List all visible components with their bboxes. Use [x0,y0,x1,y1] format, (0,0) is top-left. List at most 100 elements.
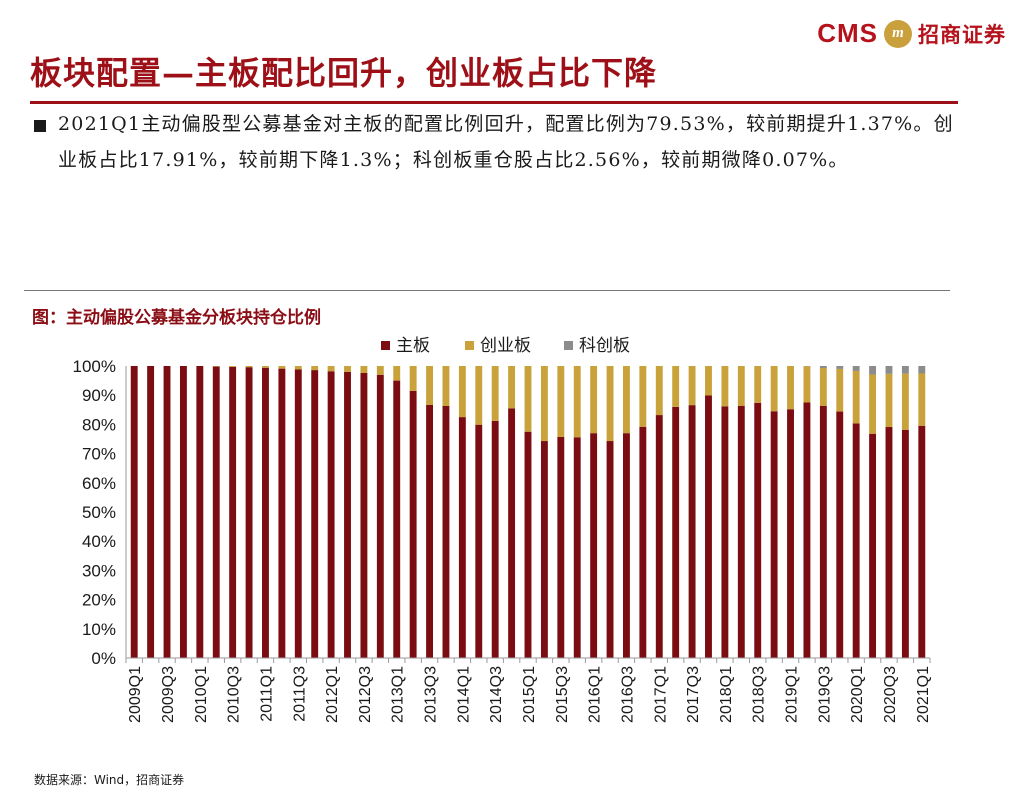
bar-segment-1 [212,366,220,658]
x-tick-label: 2013Q1 [390,666,407,723]
logo-mark-icon: m [884,19,912,48]
bar-segment-1 [672,406,680,658]
y-tick-label: 100% [73,357,116,376]
bar-segment-3 [819,366,827,369]
bar-segment-2 [803,366,811,403]
bar-segment-2 [623,366,630,434]
bar-segment-3 [901,366,909,374]
bar-segment-2 [540,366,548,442]
summary-text: 2021Q1主动偏股型公募基金对主板的配置比例回升，配置比例为79.53%，较前… [58,113,954,171]
bar-segment-2 [524,366,532,432]
bar-segment-2 [672,366,680,407]
x-tick-label: 2018Q3 [751,666,768,723]
bar-segment-1 [458,417,466,658]
bar-segment-2 [590,366,598,434]
bar-segment-1 [655,415,663,658]
x-tick-label: 2009Q3 [160,666,177,723]
x-tick-label: 2019Q1 [784,666,801,723]
bar-segment-1 [508,408,516,658]
bar-segment-2 [245,366,253,368]
bar-segment-3 [869,366,877,375]
bar-segment-2 [491,366,499,421]
bar-segment-2 [442,366,450,406]
y-tick-label: 60% [82,474,116,493]
bar-segment-1 [557,436,565,658]
x-tick-label: 2013Q3 [423,666,440,723]
bar-segment-2 [229,366,237,367]
bar-segment-1 [475,424,483,658]
bar-segment-2 [311,366,319,371]
summary-bullet: 2021Q1主动偏股型公募基金对主板的配置比例回升，配置比例为79.53%，较前… [34,106,960,178]
bar-segment-1 [491,420,499,658]
y-tick-label: 30% [82,561,116,580]
x-tick-label: 2017Q3 [685,666,702,723]
y-tick-label: 10% [82,620,116,639]
legend-swatch [381,341,390,350]
square-bullet-icon [34,120,46,132]
bar-segment-3 [852,366,860,371]
x-tick-label: 2011Q3 [291,666,308,722]
bar-segment-1 [770,411,778,658]
bar-segment-1 [819,406,827,658]
bar-segment-1 [409,390,417,658]
bar-segment-3 [885,366,893,374]
bar-segment-1 [426,404,433,658]
bar-segment-1 [196,366,204,658]
bar-segment-2 [344,366,351,372]
bar-segment-2 [918,373,926,426]
bar-segment-2 [212,366,220,367]
bar-segment-1 [705,395,712,658]
bar-segment-2 [393,366,401,381]
bar-segment-1 [262,367,269,658]
bar-segment-2 [426,366,433,405]
bar-segment-1 [754,402,762,658]
x-tick-label: 2016Q1 [587,666,604,723]
page-title: 板块配置—主板配比回升，创业板占比下降 [30,54,658,92]
bar-segment-1 [590,433,598,658]
bar-segment-1 [885,427,893,658]
bar-segment-1 [540,441,548,658]
y-tick-label: 90% [82,386,116,405]
bar-segment-1 [803,402,811,658]
x-tick-label: 2020Q1 [849,666,866,723]
title-divider [30,101,958,104]
bar-segment-1 [442,406,450,658]
bar-segment-1 [852,423,860,658]
bar-segment-2 [294,366,302,370]
x-tick-label: 2012Q3 [357,666,374,723]
bar-segment-1 [229,366,237,658]
bar-segment-2 [655,366,663,416]
bar-segment-2 [409,366,417,391]
x-tick-label: 2017Q1 [652,666,669,723]
bar-segment-1 [376,374,384,658]
x-tick-label: 2019Q3 [816,666,833,723]
bar-segment-2 [901,373,909,430]
bar-segment-3 [836,366,844,369]
bar-segment-1 [278,368,286,658]
x-tick-label: 2021Q1 [915,666,932,723]
legend-label: 主板 [396,336,430,356]
bar-segment-1 [294,369,302,658]
bar-segment-2 [475,366,483,425]
bar-segment-2 [754,366,762,403]
stacked-bar-chart: 0% 10% 20% 30% 40% 50% 60% 70% 80% 90% 100% 2009Q1 2… [73,336,932,723]
bar-segment-1 [901,429,909,658]
bar-segment-2 [262,366,269,368]
bar-segment-1 [836,411,844,658]
x-tick-label: 2010Q1 [193,666,210,723]
bar-segment-1 [737,406,745,658]
bar-segment-1 [721,406,729,658]
bar-segment-2 [688,366,696,406]
y-tick-label: 0% [91,649,116,668]
x-tick-label: 2009Q1 [127,666,144,723]
x-tick-label: 2010Q3 [226,666,243,723]
bar-segment-2 [787,366,794,410]
bar-segment-2 [770,366,778,412]
bar-segment-2 [639,366,647,427]
x-tick-label: 2015Q3 [554,666,571,723]
bar-segment-1 [245,367,253,658]
bar-segment-2 [573,366,581,438]
x-tick-label: 2014Q3 [488,666,505,723]
y-tick-label: 50% [82,503,116,522]
bar-segment-2 [508,366,516,409]
